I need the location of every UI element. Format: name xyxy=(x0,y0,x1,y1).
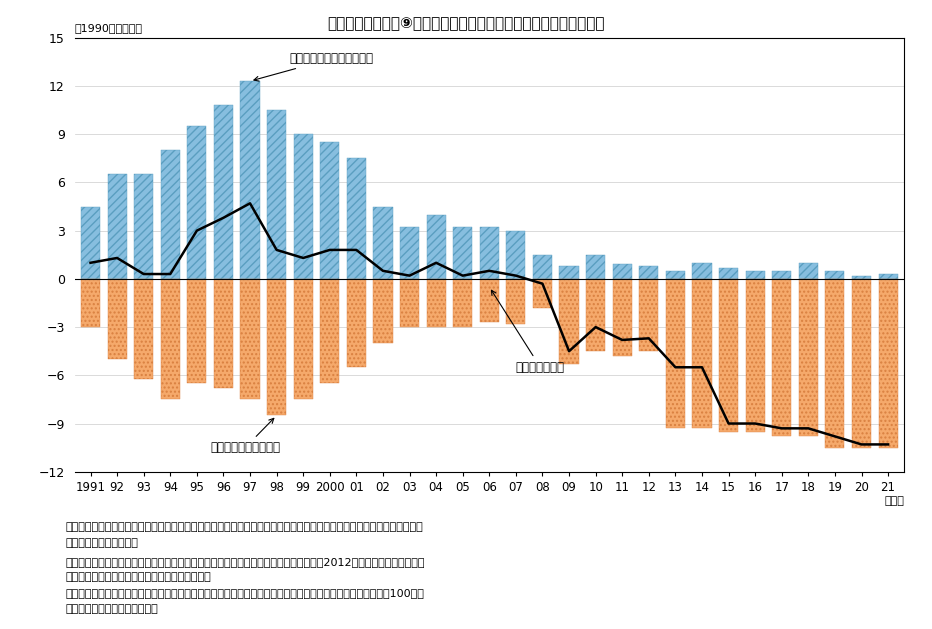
Bar xyxy=(665,271,685,279)
Bar xyxy=(347,279,366,367)
Text: （1990年比、％）: （1990年比、％） xyxy=(75,23,143,33)
Bar xyxy=(453,228,473,279)
Bar xyxy=(160,279,180,399)
Text: 名目賃金の寄与による要因: 名目賃金の寄与による要因 xyxy=(254,52,374,81)
Bar xyxy=(612,264,632,279)
Text: 資料出所　厉生労働省「毎月勤労統計調査」、総務省統計局「消費者物価指数」をもとに厉生労働省政策統括官付政策統: 資料出所 厉生労働省「毎月勤労統計調査」、総務省統計局「消費者物価指数」をもとに… xyxy=(65,522,423,532)
Bar xyxy=(506,231,526,279)
Bar xyxy=(187,126,206,279)
Bar xyxy=(160,150,180,279)
Bar xyxy=(692,263,711,279)
Bar xyxy=(427,279,445,327)
Text: 実質賃金の推移: 実質賃金の推移 xyxy=(491,291,565,374)
Bar xyxy=(400,279,419,327)
Bar xyxy=(612,279,632,356)
Bar xyxy=(746,271,765,279)
Bar xyxy=(879,279,898,448)
Bar xyxy=(213,279,233,388)
Bar xyxy=(639,279,658,351)
Bar xyxy=(321,142,339,279)
Bar xyxy=(187,279,206,383)
Bar xyxy=(719,279,738,431)
Bar xyxy=(506,279,526,324)
Bar xyxy=(240,279,260,399)
Text: （年）: （年） xyxy=(884,496,904,506)
Bar xyxy=(559,279,579,364)
Bar xyxy=(240,81,260,279)
Bar xyxy=(852,276,871,279)
Bar xyxy=(374,279,392,343)
Bar xyxy=(453,279,473,327)
Bar xyxy=(294,134,313,279)
Bar xyxy=(852,279,871,448)
Bar xyxy=(134,279,153,379)
Bar xyxy=(107,279,127,359)
Bar xyxy=(480,228,499,279)
Bar xyxy=(400,228,419,279)
Text: 比較のための推計値を用いている。: 比較のための推計値を用いている。 xyxy=(65,572,211,582)
Bar xyxy=(267,110,286,279)
Bar xyxy=(826,271,844,279)
Bar xyxy=(719,267,738,279)
Bar xyxy=(533,255,552,279)
Bar xyxy=(639,266,658,279)
Text: じて算出している。: じて算出している。 xyxy=(65,604,158,614)
Bar xyxy=(81,279,100,327)
Bar xyxy=(879,274,898,279)
Text: （注）　１）調査産業計、就業形態計、事業所規模５人以上の値を示している。なお、2012年以前の数値は、時系列: （注） １）調査産業計、就業形態計、事業所規模５人以上の値を示している。なお、2… xyxy=(65,557,425,567)
Bar xyxy=(81,206,100,279)
Bar xyxy=(267,279,286,416)
Bar xyxy=(321,279,339,383)
Text: ２）実質賃金は、名目の現金給与総額指数を消費者物価指数（持家の帰属家賃を除く総合）で除し、100を乗: ２）実質賃金は、名目の現金給与総額指数を消費者物価指数（持家の帰属家賃を除く総合… xyxy=(65,588,424,598)
Bar xyxy=(533,279,552,308)
Bar xyxy=(427,214,445,279)
Bar xyxy=(799,263,818,279)
Bar xyxy=(294,279,313,399)
Bar xyxy=(665,279,685,428)
Bar xyxy=(773,271,791,279)
Bar xyxy=(692,279,711,428)
Bar xyxy=(480,279,499,322)
Text: 【コラム１－３－⑨図　現金給与総額（実質）の変動要因の推移】: 【コラム１－３－⑨図 現金給与総額（実質）の変動要因の推移】 xyxy=(327,16,605,31)
Bar xyxy=(374,206,392,279)
Bar xyxy=(773,279,791,437)
Text: 括室にて作成: 括室にて作成 xyxy=(65,538,138,548)
Bar xyxy=(799,279,818,437)
Bar xyxy=(559,266,579,279)
Bar xyxy=(826,279,844,448)
Text: 物価の寄与による要因: 物価の寄与による要因 xyxy=(210,418,281,454)
Bar xyxy=(347,159,366,279)
Bar xyxy=(586,255,605,279)
Bar xyxy=(213,105,233,279)
Bar xyxy=(134,174,153,279)
Bar xyxy=(746,279,765,431)
Bar xyxy=(586,279,605,351)
Bar xyxy=(107,174,127,279)
